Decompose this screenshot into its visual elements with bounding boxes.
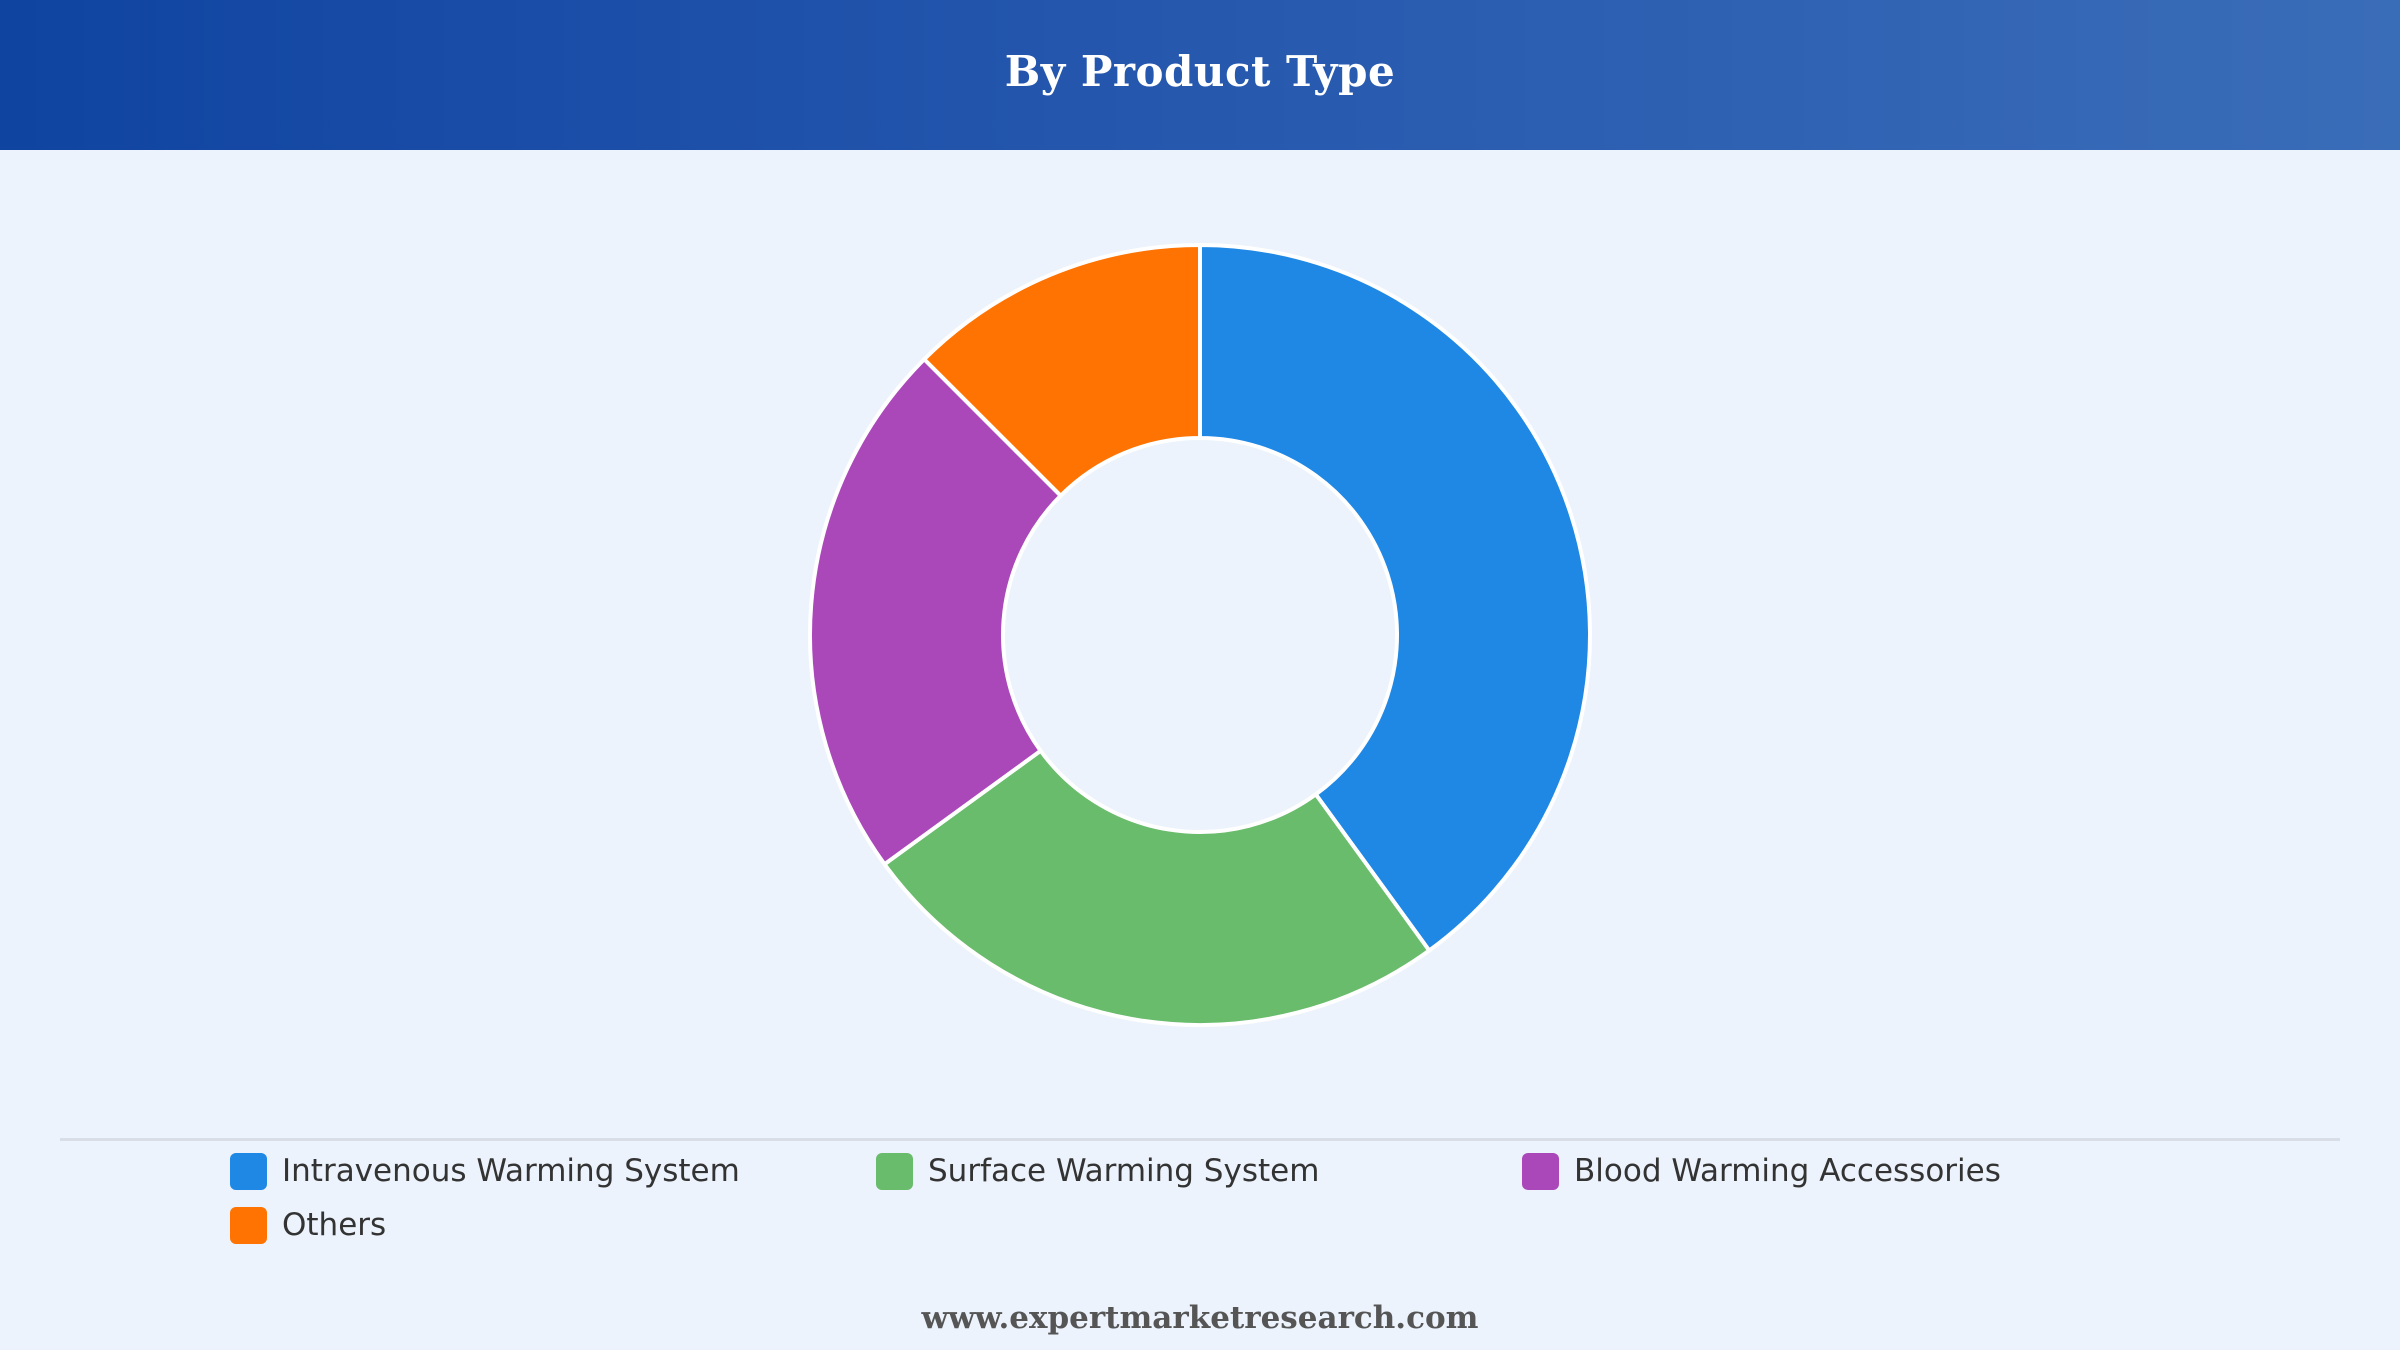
donut-chart	[808, 243, 1592, 1027]
donut-slice-blood-warming-accessories[interactable]	[808, 357, 1063, 867]
donut-slice-others[interactable]	[922, 243, 1202, 498]
source-footer: www.expertmarketresearch.com	[921, 1300, 1479, 1336]
legend-item[interactable]: Others	[230, 1206, 876, 1244]
legend-label: Blood Warming Accessories	[1574, 1153, 2001, 1189]
legend-item[interactable]: Blood Warming Accessories	[1522, 1152, 2168, 1190]
legend-item[interactable]: Surface Warming System	[876, 1152, 1522, 1190]
legend-swatch	[1522, 1152, 1559, 1190]
donut-slices	[808, 243, 1592, 1027]
donut-slice-surface-warming-system[interactable]	[882, 748, 1432, 1027]
donut-slice-intravenous-warming-system[interactable]	[1198, 243, 1592, 953]
legend-divider	[60, 1138, 2340, 1141]
header-banner: By Product Type	[0, 0, 2400, 150]
legend-item[interactable]: Intravenous Warming System	[230, 1152, 876, 1190]
chart-title: By Product Type	[1004, 46, 1396, 96]
legend-swatch	[230, 1206, 267, 1244]
legend-label: Others	[282, 1207, 387, 1243]
chart-legend: Intravenous Warming System Surface Warmin…	[230, 1152, 2230, 1244]
legend-label: Intravenous Warming System	[282, 1153, 740, 1189]
legend-label: Surface Warming System	[928, 1153, 1320, 1189]
legend-swatch	[230, 1152, 267, 1190]
legend-swatch	[876, 1152, 913, 1190]
